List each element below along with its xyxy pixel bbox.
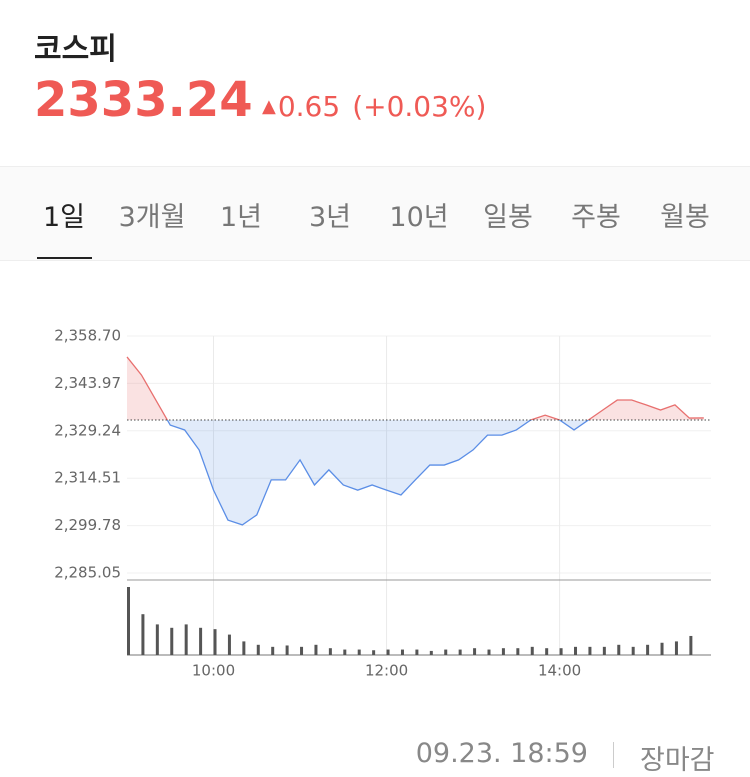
volume-bar <box>285 645 289 655</box>
volume-bar <box>328 648 332 655</box>
volume-bar <box>343 649 347 655</box>
volume-bar <box>559 648 563 655</box>
tab[interactable]: 월봉 <box>660 202 710 233</box>
volume-bar <box>516 648 520 655</box>
y-tick-label: 2,314.51 <box>54 469 121 487</box>
chart: 2,358.70 2,343.97 2,329.24 2,314.51 2,299.78… <box>54 327 711 680</box>
volume-bar <box>314 644 318 655</box>
volume-bar <box>170 627 174 655</box>
area-down <box>127 420 704 525</box>
volume-bar <box>415 649 419 655</box>
tab[interactable]: 1일 <box>42 202 86 233</box>
tab[interactable]: 일봉 <box>483 202 533 233</box>
active-underline <box>37 257 92 259</box>
volume-bar <box>444 649 448 655</box>
volume-bar <box>213 629 217 655</box>
volume-bar <box>487 649 491 655</box>
x-tick-label: 14:00 <box>538 662 581 680</box>
x-tick-label: 10:00 <box>192 662 235 680</box>
change: ▲ 0.65 (+0.03%) <box>262 90 486 123</box>
volume-bar <box>458 649 462 655</box>
volume-bar <box>256 644 260 655</box>
volume-bar <box>631 646 635 655</box>
change-pct: (+0.03%) <box>352 90 487 123</box>
volume-bar <box>386 649 390 655</box>
price-line-up <box>126 356 704 421</box>
y-tick-label: 2,299.78 <box>54 516 121 534</box>
volume-bar <box>588 646 592 655</box>
tab[interactable]: 3년 <box>308 202 352 233</box>
volume-bar <box>473 648 477 655</box>
volume-bar <box>357 649 361 655</box>
change-value: 0.65 <box>277 90 341 123</box>
y-tick-label: 2,343.97 <box>54 374 121 392</box>
separator <box>613 742 614 768</box>
volume-bar <box>429 650 433 655</box>
volume-bar <box>646 644 650 655</box>
volume-bar <box>372 650 376 655</box>
volume-bar <box>660 642 664 655</box>
area-up <box>127 356 704 421</box>
volume-bar <box>184 624 188 655</box>
volume-bar <box>530 646 534 655</box>
volume-bar <box>501 648 505 655</box>
y-tick-label: 2,285.05 <box>54 564 121 582</box>
price-line-down <box>166 420 590 526</box>
volume-bar <box>127 587 130 655</box>
volume-bar <box>545 648 549 655</box>
x-tick-label: 12:00 <box>365 662 408 680</box>
tab-bar: 1일 3개월 1년 3년 10년 일봉 주봉 월봉 <box>0 166 750 261</box>
tab[interactable]: 10년 <box>389 202 449 233</box>
y-tick-label: 2,329.24 <box>54 421 121 439</box>
volume-bar <box>602 646 606 655</box>
volume-bar <box>400 649 404 655</box>
volume-bar <box>674 641 678 655</box>
index-name: 코스피 <box>34 32 117 67</box>
volume-bar <box>617 644 621 655</box>
up-icon: ▲ <box>262 96 276 117</box>
volume-bar <box>155 624 159 655</box>
status: 장마감 <box>640 745 715 776</box>
y-tick-label: 2,358.70 <box>54 327 121 345</box>
volume-bar <box>689 635 693 655</box>
volume-bar <box>271 646 275 655</box>
timestamp: 09.23. 18:59 <box>415 738 588 769</box>
tab[interactable]: 1년 <box>219 202 263 233</box>
volume-bar <box>227 634 231 655</box>
tab[interactable]: 주봉 <box>571 202 621 233</box>
tab[interactable]: 3개월 <box>118 202 186 233</box>
volume-bar <box>574 646 578 655</box>
volume-bar <box>242 641 246 655</box>
price: 2333.24 <box>34 72 253 128</box>
volume-bar <box>141 614 145 655</box>
volume-bar <box>199 627 203 655</box>
volume-bar <box>300 646 304 655</box>
